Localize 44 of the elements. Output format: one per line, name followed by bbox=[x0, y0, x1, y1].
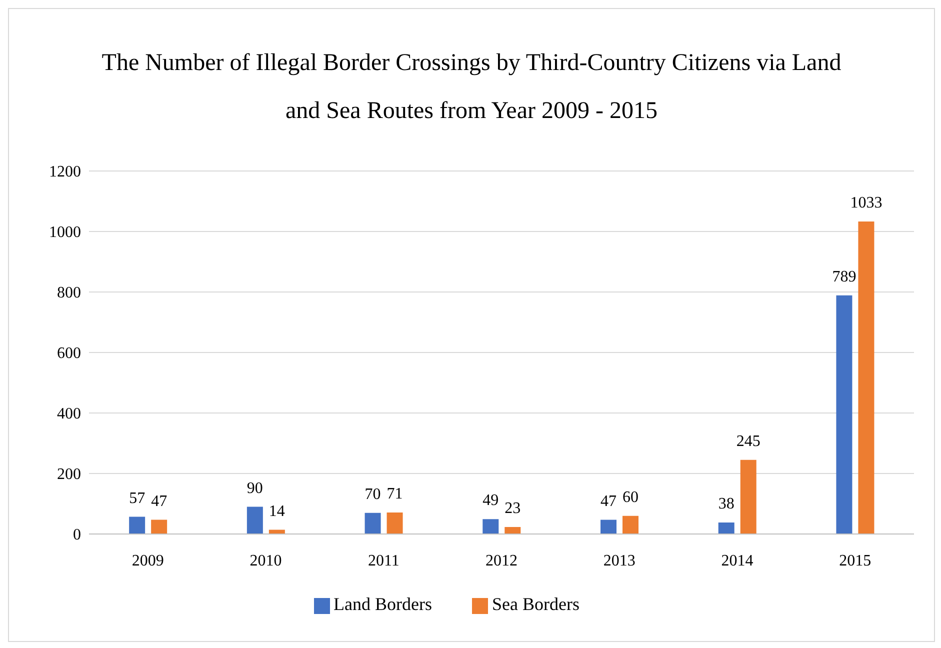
data-label: 38 bbox=[718, 496, 734, 513]
data-label: 47 bbox=[600, 492, 616, 510]
data-label: 23 bbox=[504, 500, 521, 518]
legend-label: Sea Borders bbox=[492, 594, 580, 614]
x-tick-label: 2011 bbox=[368, 552, 400, 570]
data-label: 47 bbox=[151, 492, 168, 510]
legend-label: Land Borders bbox=[334, 594, 432, 614]
bar bbox=[622, 516, 638, 534]
bar bbox=[858, 222, 874, 534]
y-tick-label: 600 bbox=[57, 345, 81, 362]
y-tick-label: 800 bbox=[57, 284, 81, 302]
y-tick-label: 400 bbox=[57, 406, 81, 423]
bar bbox=[386, 512, 403, 534]
bar bbox=[740, 460, 756, 534]
data-label: 245 bbox=[736, 432, 760, 450]
data-label: 60 bbox=[622, 488, 638, 506]
data-label: 71 bbox=[386, 486, 403, 503]
bar bbox=[364, 512, 381, 534]
data-label: 57 bbox=[129, 490, 146, 507]
y-tick-label: 1200 bbox=[49, 164, 81, 181]
y-tick-label: 1000 bbox=[49, 224, 81, 242]
x-tick-label: 2012 bbox=[486, 552, 518, 570]
data-label: 49 bbox=[482, 492, 499, 510]
bar bbox=[600, 520, 616, 534]
x-tick-label: 2013 bbox=[603, 552, 636, 570]
chart-title: The Number of Illegal Border Crossings by Third-Country Citizens via Land and Sea Routes from Year 2009 - 2015 bbox=[100, 49, 842, 126]
data-label: 1033 bbox=[850, 194, 882, 212]
bar bbox=[129, 516, 146, 534]
x-tick-label: 2010 bbox=[250, 552, 282, 570]
data-label: 90 bbox=[246, 480, 263, 497]
bar bbox=[836, 295, 852, 534]
data-label: 70 bbox=[364, 486, 381, 503]
data-label: 789 bbox=[832, 268, 856, 286]
y-tick-label: 0 bbox=[73, 526, 81, 544]
bar bbox=[151, 520, 168, 534]
data-label: 14 bbox=[268, 502, 285, 520]
x-tick-label: 2014 bbox=[721, 552, 754, 570]
bar bbox=[482, 519, 499, 534]
x-tick-label: 2015 bbox=[839, 552, 872, 570]
bar bbox=[504, 527, 521, 534]
x-tick-label: 2009 bbox=[132, 552, 164, 570]
bar bbox=[246, 506, 263, 534]
y-tick-label: 200 bbox=[57, 466, 81, 484]
bar bbox=[718, 522, 734, 534]
